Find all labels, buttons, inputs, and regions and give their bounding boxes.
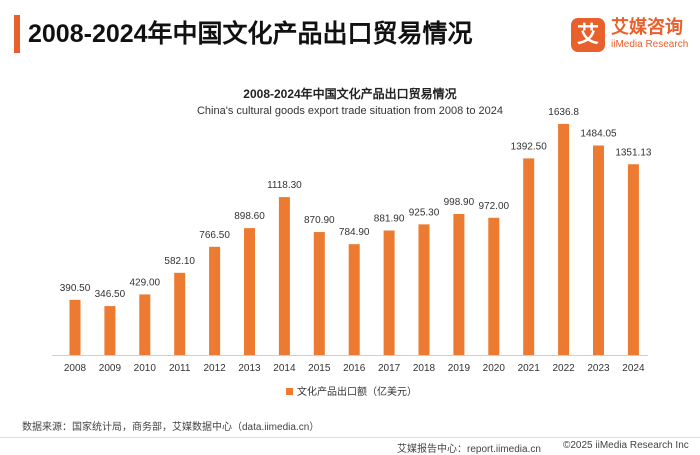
data-label-2017: 881.90 xyxy=(374,213,405,224)
bar-2019 xyxy=(453,213,465,355)
x-tick-label-2022: 2022 xyxy=(552,363,575,374)
data-label-2020: 972.00 xyxy=(479,201,510,212)
x-tick-label-2018: 2018 xyxy=(413,363,436,374)
legend-swatch xyxy=(286,388,293,395)
data-label-2011: 582.10 xyxy=(164,256,195,267)
bar-2008 xyxy=(69,299,81,355)
data-label-2018: 925.30 xyxy=(409,207,440,218)
x-tick-label-2017: 2017 xyxy=(378,363,401,374)
x-tick-label-2009: 2009 xyxy=(99,363,122,374)
data-label-2014: 1118.30 xyxy=(267,180,302,191)
x-tick-label-2011: 2011 xyxy=(169,363,191,374)
x-tick-label-2015: 2015 xyxy=(308,363,331,374)
logo-mark: 艾 xyxy=(571,18,605,52)
bar-2016 xyxy=(348,244,360,355)
bar-2023 xyxy=(593,145,604,355)
bar-2011 xyxy=(174,272,186,355)
bar-2010 xyxy=(139,294,151,355)
chart-title: 2008-2024年中国文化产品出口贸易情况 xyxy=(243,87,457,101)
bar-2022 xyxy=(558,123,570,355)
data-label-2023: 1484.05 xyxy=(580,128,617,139)
logo-english-name: iiMedia Research xyxy=(611,39,689,50)
x-tick-label-2023: 2023 xyxy=(587,363,610,374)
x-tick-label-2019: 2019 xyxy=(448,363,471,374)
logo-chinese-name: 艾媒咨询 xyxy=(611,17,683,37)
x-tick-label-2021: 2021 xyxy=(518,363,541,374)
data-label-2010: 429.00 xyxy=(130,277,161,288)
footer-report-link: 艾媒报告中心：report.iimedia.cn xyxy=(397,444,541,455)
legend-label: 文化产品出口额（亿美元） xyxy=(297,385,417,398)
data-label-2009: 346.50 xyxy=(95,289,126,300)
bar-2021 xyxy=(523,158,535,355)
x-tick-label-2010: 2010 xyxy=(134,363,157,374)
bar-2020 xyxy=(488,217,500,355)
bar-2024 xyxy=(627,164,639,355)
page-title: 2008-2024年中国文化产品出口贸易情况 xyxy=(28,20,473,48)
bar-2014 xyxy=(278,197,290,355)
data-label-2021: 1392.50 xyxy=(511,141,548,152)
bar-2012 xyxy=(209,246,221,355)
bar-2015 xyxy=(313,232,325,355)
x-tick-label-2012: 2012 xyxy=(203,363,226,374)
data-label-2013: 898.60 xyxy=(234,211,265,222)
data-label-2022: 1636.8 xyxy=(548,107,579,118)
brand-logo: 艾 艾媒咨询 iiMedia Research xyxy=(571,16,691,56)
x-tick-label-2014: 2014 xyxy=(273,363,296,374)
data-label-2016: 784.90 xyxy=(339,227,370,238)
bar-2018 xyxy=(418,224,430,355)
title-accent-bar xyxy=(14,15,20,53)
data-label-2024: 1351.13 xyxy=(615,147,652,158)
footer-divider xyxy=(0,437,700,438)
bar-2009 xyxy=(104,306,116,355)
data-label-2008: 390.50 xyxy=(60,283,91,294)
footer-copyright: ©2025 iiMedia Research Inc xyxy=(563,440,689,451)
data-label-2015: 870.90 xyxy=(304,215,335,226)
x-tick-label-2020: 2020 xyxy=(483,363,506,374)
data-label-2012: 766.50 xyxy=(199,230,230,241)
data-source: 数据来源：国家统计局，商务部，艾媒数据中心（data.iimedia.cn） xyxy=(22,422,320,433)
x-tick-label-2016: 2016 xyxy=(343,363,366,374)
x-tick-label-2008: 2008 xyxy=(64,363,87,374)
data-label-2019: 998.90 xyxy=(444,197,475,208)
chart-subtitle: China's cultural goods export trade situ… xyxy=(196,105,503,117)
x-tick-label-2024: 2024 xyxy=(622,363,645,374)
x-tick-label-2013: 2013 xyxy=(238,363,261,374)
bar-2013 xyxy=(244,228,255,355)
bar-2017 xyxy=(383,230,395,355)
